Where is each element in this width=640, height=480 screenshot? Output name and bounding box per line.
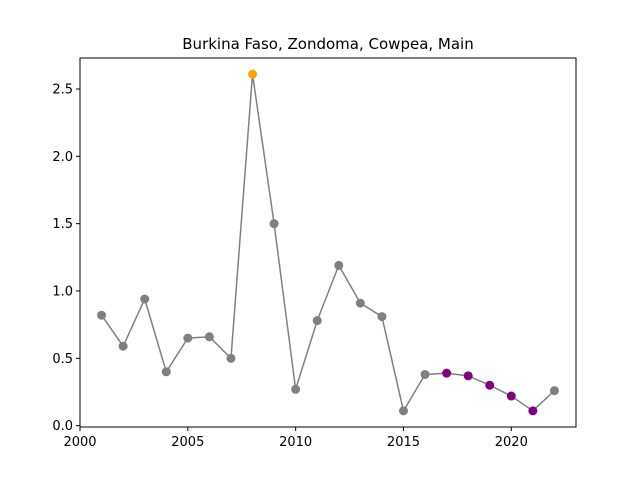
- data-point: [97, 310, 107, 320]
- data-point: [269, 219, 279, 229]
- x-axis: 2000 2005 2010 2015 2020: [63, 427, 528, 450]
- y-tick-label: 0.5: [52, 352, 73, 367]
- data-point: [140, 294, 150, 304]
- data-point: [398, 406, 408, 416]
- data-point: [442, 368, 452, 378]
- data-point: [528, 406, 538, 416]
- plot-area: [97, 69, 559, 416]
- y-tick-label: 0.0: [52, 419, 73, 434]
- y-tick-label: 1.0: [52, 284, 73, 299]
- data-point: [355, 298, 365, 308]
- chart-title: Burkina Faso, Zondoma, Cowpea, Main: [182, 35, 473, 53]
- x-tick-label: 2020: [495, 435, 528, 450]
- y-tick-label: 2.0: [52, 150, 73, 165]
- data-point: [312, 316, 322, 326]
- series-line: [100, 74, 555, 413]
- data-point: [420, 369, 430, 379]
- y-axis: 0.0 0.5 1.0 1.5 2.0 2.5: [52, 82, 80, 434]
- data-point: [291, 384, 301, 394]
- data-point: [204, 332, 214, 342]
- data-point: [161, 367, 171, 377]
- data-point: [485, 380, 495, 390]
- data-point: [183, 333, 193, 343]
- x-tick-label: 2005: [171, 435, 204, 450]
- data-point: [377, 312, 387, 322]
- x-tick-label: 2000: [63, 435, 96, 450]
- y-tick-label: 1.5: [52, 217, 73, 232]
- data-point: [226, 353, 236, 363]
- data-point: [549, 386, 559, 396]
- x-tick-label: 2010: [279, 435, 312, 450]
- data-point: [506, 391, 516, 401]
- data-point: [463, 371, 473, 381]
- data-point: [118, 341, 128, 351]
- y-tick-label: 2.5: [52, 82, 73, 97]
- data-point: [248, 69, 258, 79]
- axes-frame: [79, 57, 577, 428]
- data-point: [334, 260, 344, 270]
- x-tick-label: 2015: [387, 435, 420, 450]
